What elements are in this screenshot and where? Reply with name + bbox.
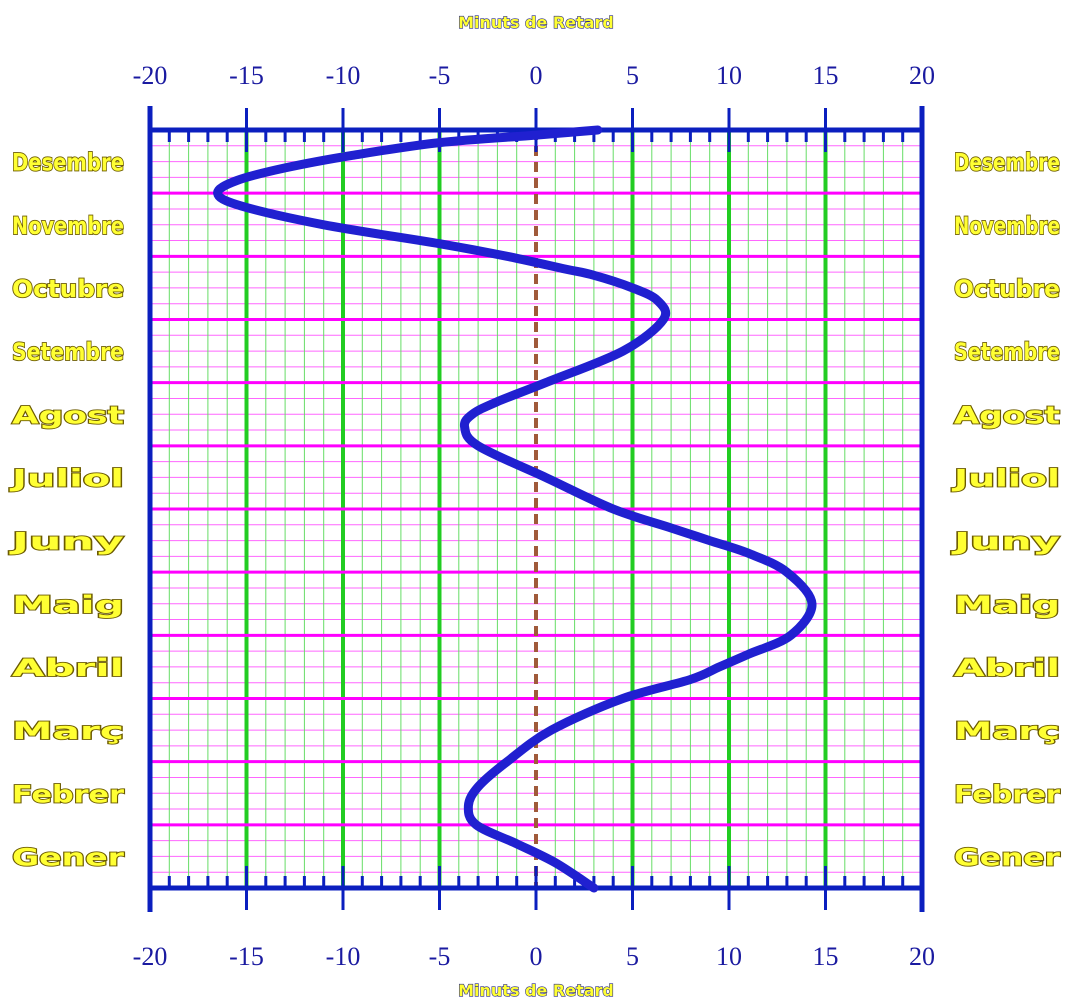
- month-label-left: Gener: [12, 843, 124, 871]
- x-tick-label-bottom: 15: [813, 942, 839, 971]
- x-axis-title-bottom: Minuts de Retard: [458, 981, 614, 1000]
- grid-layer: [150, 130, 922, 888]
- month-label-left: Novembre: [12, 212, 124, 240]
- x-tick-label-bottom: 20: [909, 942, 935, 971]
- curve-layer: [213, 125, 817, 893]
- x-tick-label-top: -10: [326, 61, 361, 90]
- x-tick-label-bottom: -5: [429, 942, 451, 971]
- month-label-right: Octubre: [954, 275, 1060, 303]
- month-label-right: Juny: [950, 528, 1060, 556]
- x-tick-label-top: 20: [909, 61, 935, 90]
- month-label-right: Agost: [954, 401, 1060, 429]
- month-label-left: Octubre: [12, 275, 124, 303]
- x-tick-label-top: 15: [813, 61, 839, 90]
- month-label-left: Setembre: [12, 338, 124, 366]
- month-label-left: Febrer: [12, 780, 124, 808]
- month-label-left: Abril: [12, 654, 124, 682]
- month-label-right: Gener: [954, 843, 1060, 871]
- month-label-left: Maig: [12, 591, 124, 619]
- x-tick-label-top: 0: [530, 61, 543, 90]
- x-tick-label-top: 5: [626, 61, 639, 90]
- x-axis-title-top: Minuts de Retard: [458, 13, 614, 32]
- x-tick-label-bottom: -20: [133, 942, 168, 971]
- x-tick-label-top: 10: [716, 61, 742, 90]
- x-tick-label-top: -5: [429, 61, 451, 90]
- month-label-left: Juliol: [9, 464, 124, 492]
- x-tick-label-bottom: -15: [229, 942, 264, 971]
- month-label-left: Desembre: [12, 149, 124, 177]
- x-tick-label-top: -20: [133, 61, 168, 90]
- month-label-right: Juliol: [951, 464, 1060, 492]
- month-label-right: Desembre: [954, 149, 1060, 177]
- label-layer: -20 -20 -15 -15 -10 -10 -5 -5 0 0 5 5 10 10 15 15 20 20 De…: [7, 61, 1061, 971]
- equation-of-time-curve: [213, 125, 817, 893]
- month-label-right: Maig: [954, 591, 1060, 619]
- month-label-right: Novembre: [954, 212, 1060, 240]
- month-label-left: Juny: [8, 528, 124, 556]
- month-label-right: Abril: [954, 654, 1060, 682]
- month-label-left: Agost: [12, 401, 124, 429]
- month-label-right: Febrer: [954, 780, 1060, 808]
- frame-layer: [147, 106, 925, 912]
- x-tick-label-top: -15: [229, 61, 264, 90]
- month-label-right: Març: [954, 717, 1060, 745]
- x-tick-label-bottom: -10: [326, 942, 361, 971]
- x-tick-label-bottom: 10: [716, 942, 742, 971]
- month-label-right: Setembre: [954, 338, 1060, 366]
- x-tick-label-bottom: 5: [626, 942, 639, 971]
- x-tick-label-bottom: 0: [530, 942, 543, 971]
- month-label-left: Març: [12, 717, 124, 745]
